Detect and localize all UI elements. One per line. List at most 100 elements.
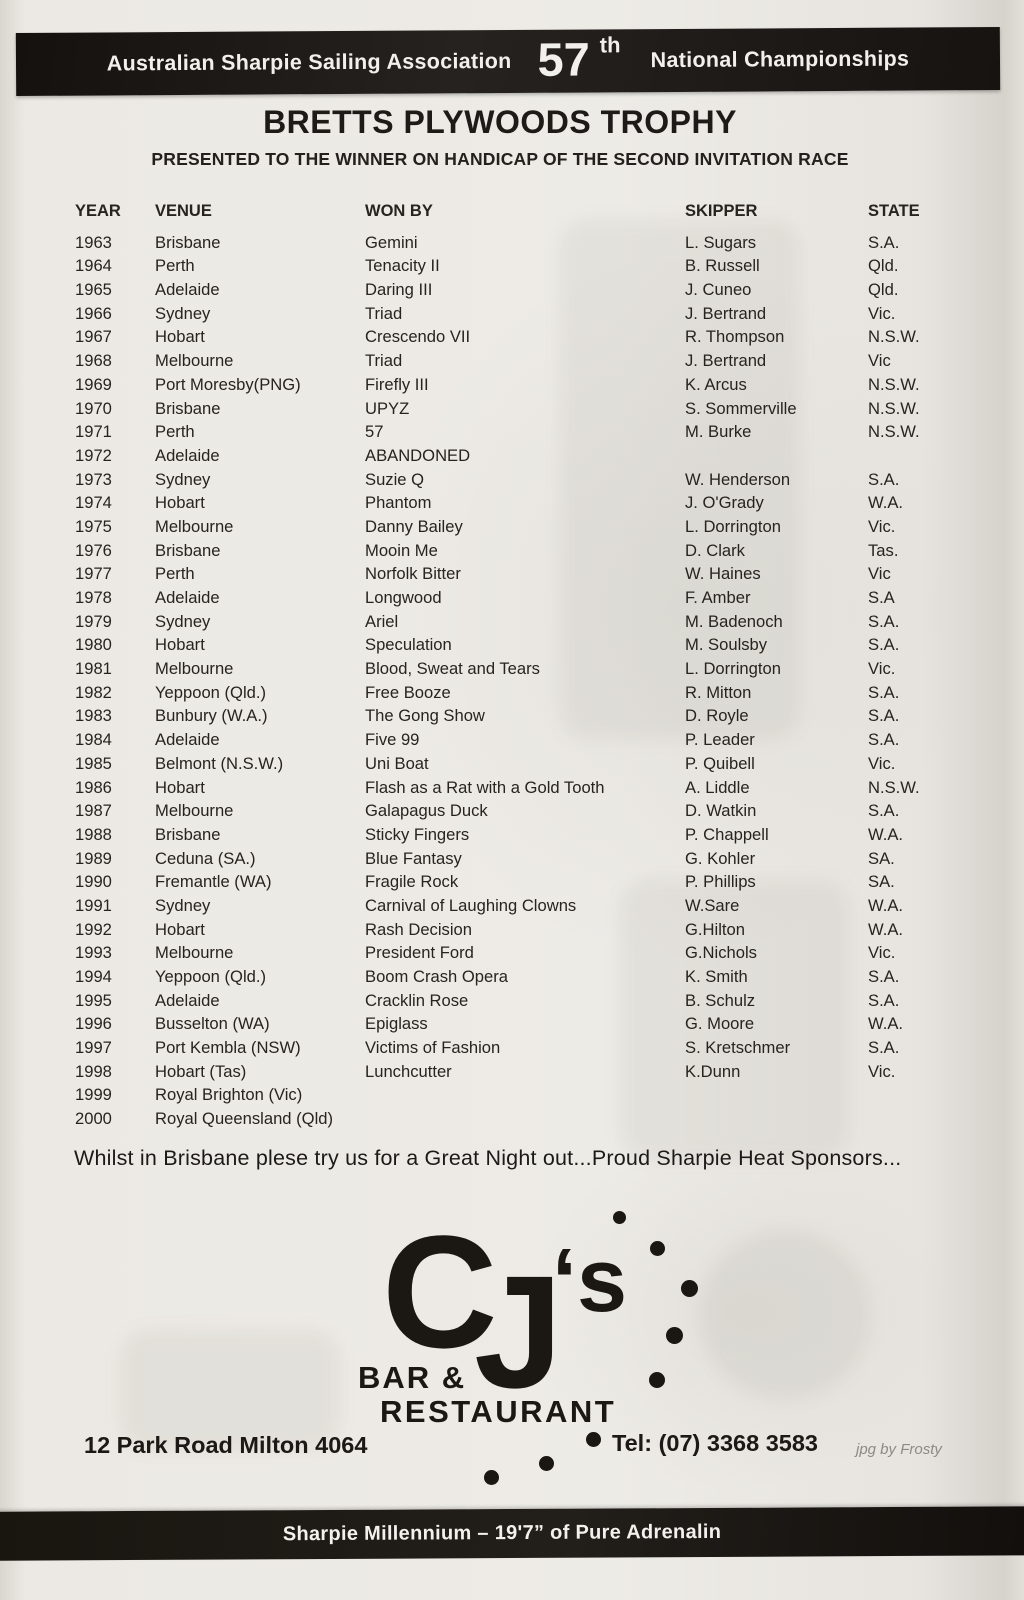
cell-skipper: M. Burke: [685, 422, 752, 442]
cell-state: Vic: [868, 351, 891, 371]
cell-won-by: Victims of Fashion: [365, 1038, 501, 1058]
logo-dot: [613, 1211, 626, 1224]
cell-won-by: Five 99: [365, 730, 420, 750]
cell-venue: Melbourne: [155, 351, 234, 371]
cell-venue: Hobart: [155, 919, 205, 939]
cell-state: S.A.: [868, 682, 900, 702]
cell-state: S.A.: [868, 801, 900, 821]
cell-skipper: M. Soulsby: [685, 635, 768, 655]
banner-championships-text: National Championships: [650, 46, 910, 73]
cell-year: 1968: [75, 351, 112, 371]
cell-venue: Hobart: [155, 777, 205, 797]
cell-skipper: J. Bertrand: [685, 303, 767, 323]
cell-venue: Yeppoon (Qld.): [155, 967, 267, 987]
cell-skipper: G. Kohler: [685, 848, 756, 868]
cell-skipper: D. Clark: [685, 540, 745, 560]
table-row: 1994 Yeppoon (Qld.) Boom Crash Opera K. Smi…: [75, 965, 943, 989]
table-row: 1974 Hobart Phantom J. O'Grady W.A.: [75, 491, 943, 515]
cell-state: S.A.: [868, 706, 900, 726]
table-row: 1979 Sydney Ariel M. Badenoch S.A.: [75, 610, 943, 634]
cell-state: S.A.: [868, 469, 900, 489]
table-row: 1989 Ceduna (SA.) Blue Fantasy G. Kohler SA.: [75, 847, 943, 871]
cell-skipper: K.Dunn: [685, 1061, 741, 1081]
cell-won-by: Tenacity II: [365, 256, 440, 276]
cell-year: 1974: [75, 493, 112, 513]
column-header: WON BY: [365, 202, 433, 220]
table-row: 1990 Fremantle (WA) Fragile Rock P. Phillip…: [75, 870, 943, 894]
results-table: YEAR VENUE WON BY SKIPPER STATE 1963 Brisbane…: [75, 200, 943, 1131]
cell-venue: Perth: [155, 422, 195, 442]
page-subtitle: PRESENTED TO THE WINNER ON HANDICAP OF T…: [151, 149, 849, 169]
cell-won-by: Flash as a Rat with a Gold Tooth: [365, 777, 605, 797]
banner-edition-number: 57: [537, 32, 591, 86]
cell-year: 1997: [75, 1038, 112, 1058]
cell-state: N.S.W.: [868, 374, 920, 394]
scan-credit: jpg by Frosty: [856, 1441, 942, 1458]
cell-year: 1970: [75, 398, 112, 418]
table-body: 1963 Brisbane Gemini L. Sugars S.A. 1964 Perth…: [75, 231, 943, 1131]
table-row: 2000 Royal Queensland (Qld): [75, 1107, 943, 1131]
cell-venue: Hobart: [155, 493, 205, 513]
cell-state: Vic.: [868, 303, 896, 323]
logo-dot: [649, 1372, 665, 1388]
cell-won-by: Longwood: [365, 588, 442, 608]
cell-year: 1991: [75, 895, 112, 915]
column-header: SKIPPER: [685, 202, 758, 220]
cell-venue: Brisbane: [155, 232, 221, 252]
cell-won-by: The Gong Show: [365, 706, 485, 726]
cell-skipper: A. Liddle: [685, 777, 750, 797]
table-row: 1963 Brisbane Gemini L. Sugars S.A.: [75, 231, 943, 255]
cell-year: 1998: [75, 1061, 112, 1081]
cell-skipper: J. Bertrand: [685, 351, 767, 371]
cell-skipper: S. Kretschmer: [685, 1038, 791, 1058]
cell-year: 1985: [75, 753, 112, 773]
cell-venue: Royal Brighton (Vic): [155, 1085, 303, 1105]
cell-venue: Hobart (Tas): [155, 1061, 247, 1081]
cell-state: Vic.: [868, 943, 896, 963]
cell-state: W.A.: [868, 919, 904, 939]
cell-won-by: Norfolk Bitter: [365, 564, 461, 584]
table-row: 1998 Hobart (Tas) Lunchcutter K.Dunn Vic.: [75, 1060, 943, 1084]
cell-state: S.A.: [868, 967, 900, 987]
table-row: 1966 Sydney Triad J. Bertrand Vic.: [75, 302, 943, 326]
cell-venue: Port Moresby(PNG): [155, 374, 301, 394]
cjs-logo-restaurant-line: RESTAURANT: [380, 1394, 617, 1429]
cell-venue: Adelaide: [155, 445, 220, 465]
cell-state: N.S.W.: [868, 398, 920, 418]
footer-slogan: Sharpie Millennium – 19'7” of Pure Adren…: [282, 1520, 722, 1546]
cell-won-by: Sticky Fingers: [365, 824, 470, 844]
cell-year: 1963: [75, 232, 112, 252]
cell-venue: Bunbury (W.A.): [155, 706, 268, 726]
cell-state: S.A.: [868, 635, 900, 655]
cell-state: S.A.: [868, 990, 900, 1010]
table-row: 1988 Brisbane Sticky Fingers P. Chappell W.A…: [75, 823, 943, 847]
cell-skipper: J. O'Grady: [685, 493, 764, 513]
cell-won-by: Free Booze: [365, 682, 451, 702]
cell-won-by: Cracklin Rose: [365, 990, 469, 1010]
cell-won-by: Uni Boat: [365, 753, 429, 773]
cell-won-by: Blue Fantasy: [365, 848, 462, 868]
cell-won-by: Triad: [365, 351, 403, 371]
cell-skipper: B. Russell: [685, 256, 760, 276]
cell-state: N.S.W.: [868, 777, 920, 797]
page-title: BRETTS PLYWOODS TROPHY: [263, 104, 737, 140]
advertiser-phone: Tel: (07) 3368 3583: [612, 1430, 818, 1456]
banner-association-text: Australian Sharpie Sailing Association: [106, 48, 512, 76]
table-row: 1964 Perth Tenacity II B. Russell Qld.: [75, 254, 943, 278]
cell-state: N.S.W.: [868, 422, 920, 442]
cell-skipper: L. Dorrington: [685, 516, 781, 536]
cell-year: 1965: [75, 280, 112, 300]
cell-year: 1992: [75, 919, 112, 939]
table-row: 1986 Hobart Flash as a Rat with a Gold Too…: [75, 776, 943, 800]
cell-won-by: Crescendo VII: [365, 327, 471, 347]
cell-skipper: L. Dorrington: [685, 659, 781, 679]
cell-skipper: P. Chappell: [685, 824, 769, 844]
table-header-row: YEAR VENUE WON BY SKIPPER STATE: [75, 200, 943, 224]
cell-year: 1967: [75, 327, 112, 347]
table-row: 1981 Melbourne Blood, Sweat and Tears L. Do…: [75, 657, 943, 681]
cell-year: 1990: [75, 872, 112, 892]
cell-won-by: Boom Crash Opera: [365, 967, 508, 987]
cjs-logo-apostrophe-s: ‘s: [552, 1231, 628, 1331]
cell-skipper: W. Haines: [685, 564, 761, 584]
cell-won-by: [365, 1083, 685, 1107]
